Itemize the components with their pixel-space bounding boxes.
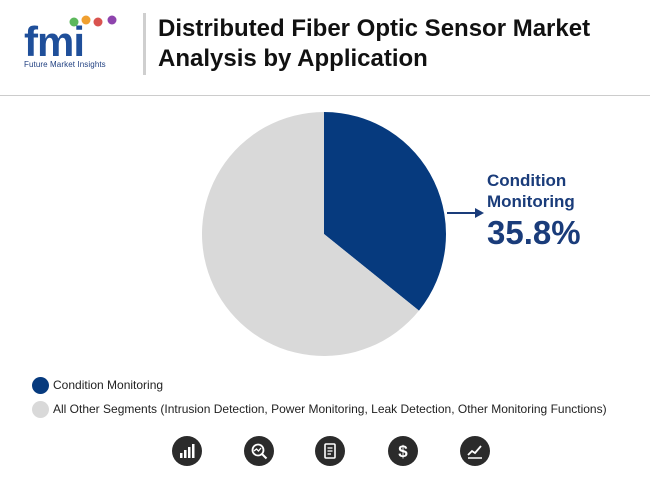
callout-label-line-1: Condition bbox=[487, 171, 567, 190]
legend-item-condition-monitoring: Condition Monitoring bbox=[32, 373, 642, 397]
header: fmi Future Market Insights Distributed F… bbox=[0, 0, 650, 95]
callout-label-line-2: Monitoring bbox=[487, 192, 575, 211]
pie-slices bbox=[201, 112, 446, 357]
header-rule bbox=[0, 95, 650, 96]
pie-chart bbox=[201, 112, 484, 357]
logo-wordmark: fmi bbox=[24, 18, 84, 65]
svg-text:$: $ bbox=[398, 442, 408, 460]
magnifier-chart-icon bbox=[244, 436, 274, 466]
report-document-icon bbox=[315, 436, 345, 466]
dollar-icon: $ bbox=[388, 436, 418, 466]
legend-label: All Other Segments (Intrusion Detection,… bbox=[53, 402, 607, 416]
page-title: Distributed Fiber Optic Sensor Market An… bbox=[158, 14, 638, 74]
line-graph-icon bbox=[460, 436, 490, 466]
pie-slice-condition-monitoring bbox=[324, 112, 446, 311]
callout-arrow-head bbox=[475, 208, 484, 218]
legend-swatch-condition-monitoring bbox=[32, 376, 49, 394]
fmi-logo: fmi bbox=[24, 15, 117, 65]
callout-value: 35.8% bbox=[487, 214, 581, 251]
bar-chart-icon bbox=[172, 436, 202, 466]
title-line-2: Analysis by Application bbox=[158, 45, 428, 72]
legend-label: Condition Monitoring bbox=[53, 378, 164, 392]
pie-slice-other-segments bbox=[201, 112, 419, 357]
legend-swatch-other-segments bbox=[32, 400, 49, 418]
legend-item-other-segments: All Other Segments (Intrusion Detection,… bbox=[32, 397, 642, 421]
callout-label: Condition Monitoring bbox=[487, 170, 575, 212]
title-line-1: Distributed Fiber Optic Sensor Market bbox=[158, 15, 591, 42]
footer-icons: $ bbox=[0, 436, 650, 470]
header-divider bbox=[143, 13, 146, 75]
logo-tagline: Future Market Insights bbox=[24, 60, 106, 69]
legend: Condition Monitoring All Other Segments … bbox=[32, 373, 642, 421]
